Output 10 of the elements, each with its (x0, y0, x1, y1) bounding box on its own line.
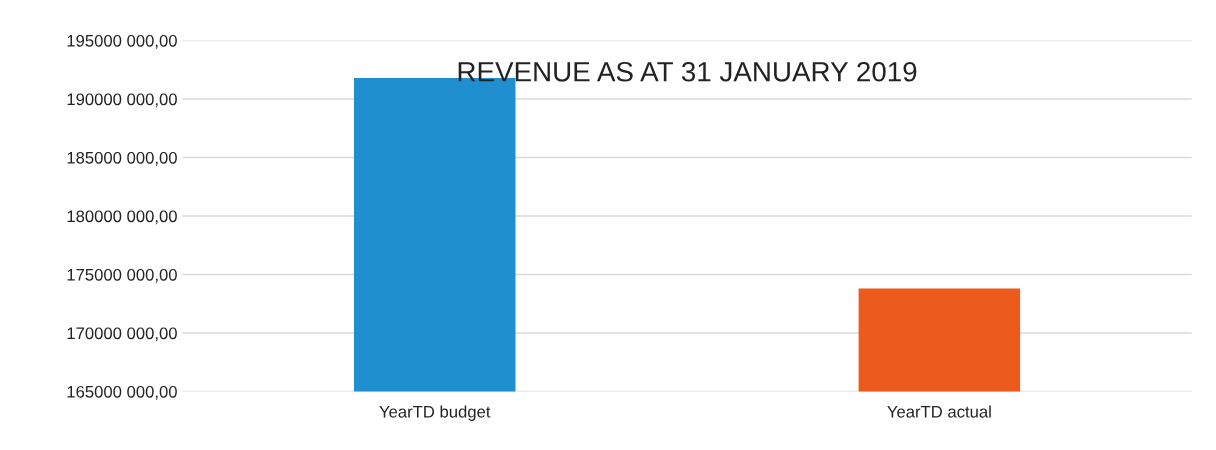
y-tick-label: 195000 000,00 (67, 34, 177, 49)
x-tick-label: YearTD budget (379, 405, 491, 421)
y-tick-label: 190000 000,00 (67, 93, 177, 108)
y-tick-label: 180000 000,00 (67, 210, 177, 225)
y-tick-label: 165000 000,00 (67, 385, 177, 400)
y-tick-label: 185000 000,00 (67, 151, 177, 166)
y-tick-label: 170000 000,00 (67, 327, 177, 342)
x-tick-label: YearTD actual (887, 405, 991, 418)
y-tick-label: 175000 000,00 (67, 268, 177, 283)
text: REVENUE AS AT 31 JANUARY 2019 (458, 61, 917, 82)
